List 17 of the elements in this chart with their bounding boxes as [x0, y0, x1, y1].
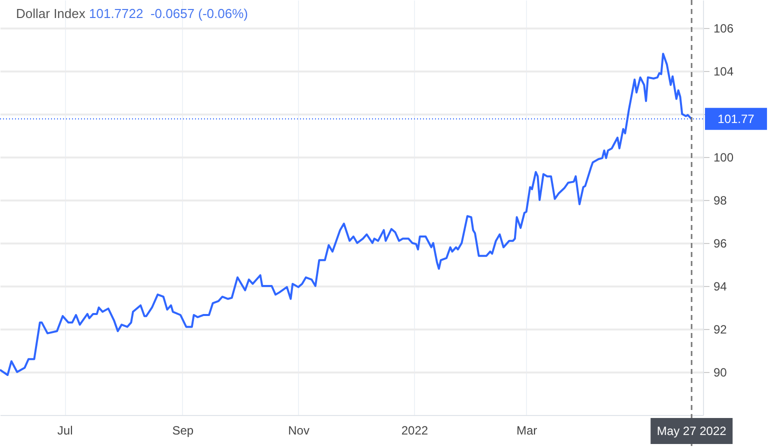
y-tick-label: 92: [714, 322, 728, 336]
x-tick-label: 2022: [401, 424, 428, 438]
x-tick-label: Sep: [172, 424, 194, 438]
x-tick-label: Jul: [57, 424, 73, 438]
x-tick-label: Mar: [516, 424, 538, 438]
y-tick-label: 100: [714, 150, 734, 164]
y-tick-label: 94: [714, 279, 728, 294]
chart-subtitle: 101.7722 -0.0657 (-0.06%): [89, 6, 248, 21]
ref-line-label: 101.77: [718, 112, 755, 126]
y-tick-label: 106: [714, 21, 734, 36]
y-tick-label: 98: [714, 193, 728, 208]
y-tick-label: 90: [714, 365, 728, 380]
y-tick-label: 96: [714, 236, 728, 250]
chart-title: Dollar Index: [16, 6, 86, 21]
ref-line-label: May 27 2022: [656, 424, 727, 438]
x-tick-label: Nov: [288, 424, 310, 438]
y-tick-label: 104: [714, 64, 734, 78]
